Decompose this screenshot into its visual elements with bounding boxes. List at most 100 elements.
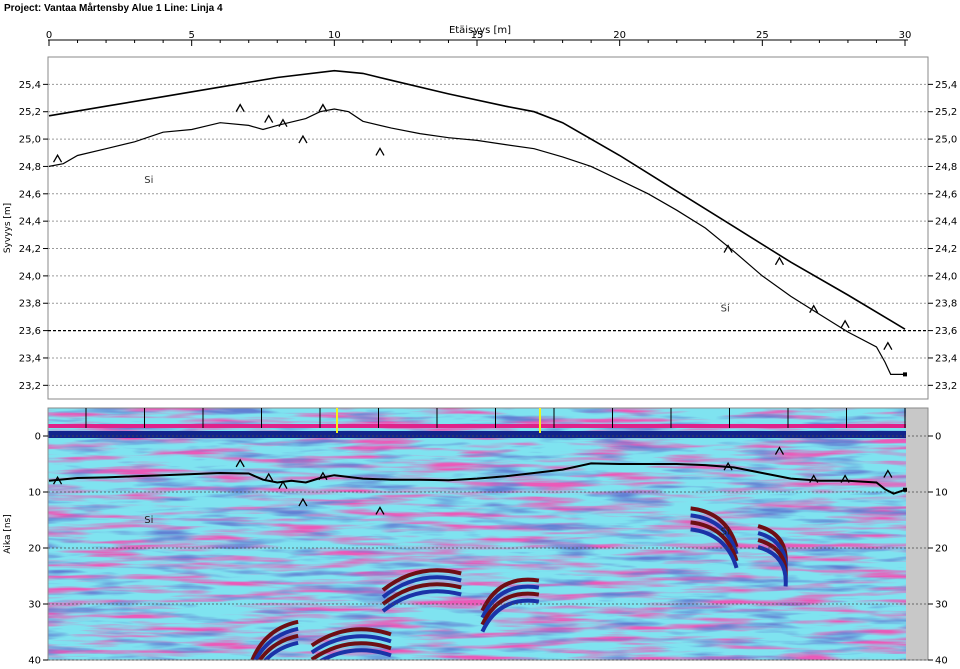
reflector-band: [690, 520, 739, 562]
caret-marker: [278, 118, 288, 127]
caret-marker: [318, 103, 328, 112]
reflector-band: [250, 626, 299, 660]
reflector-band: [690, 513, 739, 555]
y-tick-label-right: 24,2: [935, 244, 957, 255]
elevation-series: [48, 69, 907, 377]
y-tick-label: 24,8: [19, 162, 41, 173]
x-tick-label: 5: [188, 30, 194, 41]
y-tick-label: 25,2: [19, 107, 41, 118]
y-tick-label-right: 23,2: [935, 381, 957, 392]
y-tick-label-right: 25,0: [935, 135, 957, 146]
elevation-markers: [52, 103, 893, 350]
caret-marker: [298, 134, 308, 144]
reflector-band: [381, 589, 462, 613]
elevation-annotations: Si Si: [144, 175, 730, 315]
radargram-y-axis-label: Aika [ns]: [3, 514, 13, 554]
y-tick-label: 25,4: [19, 80, 41, 91]
x-tick-label: 0: [46, 30, 52, 41]
y-tick-label: 23,6: [19, 326, 41, 337]
x-tick-label: 30: [899, 30, 912, 41]
caret-marker: [298, 497, 308, 507]
elevation-y-axis-left: 25,4 25,2 25,0 24,8 24,6 24,4 24,2 24,0 23,8 23,6…: [19, 80, 48, 392]
caret-marker: [840, 319, 850, 329]
end-point-marker: [903, 487, 907, 492]
caret-marker: [375, 506, 385, 515]
y-tick-label-right: 0: [935, 432, 941, 443]
soil-annotation: Si: [144, 175, 153, 186]
y-tick-label: 10: [28, 488, 41, 499]
x-tick-label: 10: [328, 30, 341, 41]
project-title: Project: Vantaa Mårtensby Alue 1 Line: L…: [4, 3, 223, 14]
y-tick-label: 23,8: [19, 299, 41, 310]
reflector-band: [690, 506, 739, 548]
radargram-interpreted-line: [48, 462, 907, 495]
radargram-annotations: Si Si: [144, 515, 730, 538]
caret-marker: [278, 480, 288, 490]
reflector-band: [480, 591, 540, 626]
x-tick-label: 20: [613, 30, 626, 41]
y-tick-label: 20: [28, 544, 41, 555]
radargram-grid: [48, 435, 928, 661]
reflector-band: [250, 619, 299, 660]
reflector-band: [381, 582, 462, 606]
y-tick-label-right: 24,0: [935, 271, 957, 282]
y-tick-label-right: 24,6: [935, 189, 957, 200]
soil-annotation: Si: [721, 527, 730, 538]
soil-annotation: Si: [144, 515, 153, 526]
caret-marker: [883, 341, 893, 350]
y-tick-label-right: 10: [935, 488, 948, 499]
caret-marker: [809, 474, 819, 483]
reflector-band: [250, 633, 299, 660]
y-tick-label: 24,4: [19, 217, 41, 228]
y-tick-label: 23,2: [19, 381, 41, 392]
elevation-y-axis-right: 25,4 25,2 25,0 24,8 24,6 24,4 24,2 24,0 23,8 23,6…: [928, 80, 957, 392]
y-tick-label-right: 30: [935, 600, 948, 611]
caret-marker: [840, 474, 850, 483]
caret-marker: [264, 472, 274, 482]
y-tick-label-right: 23,4: [935, 353, 957, 364]
y-tick-label: 0: [35, 432, 41, 443]
caret-marker: [774, 256, 785, 266]
reflector-band: [757, 545, 788, 587]
end-point-marker: [903, 372, 907, 377]
caret-marker: [809, 304, 819, 314]
y-tick-label-right: 23,6: [935, 326, 957, 337]
reflector-band: [690, 527, 739, 569]
x-axis-top: Etäisyys [m] 0 5 10 15 20 25 30: [46, 25, 912, 46]
interpreted-boundary-line: [48, 462, 906, 495]
caret-marker: [235, 103, 245, 112]
caret-marker: [723, 461, 733, 471]
x-tick-label: 15: [471, 30, 484, 41]
radargram-image: [48, 408, 928, 660]
elevation-y-axis-label: Syvyys [m]: [3, 203, 13, 253]
y-tick-label-right: 24,4: [935, 217, 957, 228]
y-tick-label: 23,4: [19, 353, 41, 364]
y-tick-label-right: 25,4: [935, 80, 957, 91]
layer-boundary-line: [48, 108, 905, 375]
reflector-band: [480, 584, 540, 619]
x-axis-label: Etäisyys [m]: [449, 25, 511, 36]
radargram-markers: [52, 446, 893, 515]
y-tick-label-right: 20: [935, 544, 948, 555]
caret-marker: [883, 469, 893, 478]
elevation-plot-frame: [47, 56, 929, 400]
soil-annotation: Si: [721, 303, 730, 314]
reflector-band: [310, 627, 392, 648]
reflector-band: [310, 648, 392, 660]
reflector-band: [480, 598, 540, 633]
radargram-panel: 0 10 20 30 40 0 10 20 30 40 Aika [ns] Si Si: [3, 407, 948, 667]
y-tick-label: 24,2: [19, 244, 41, 255]
y-tick-label: 25,0: [19, 135, 41, 146]
caret-marker: [264, 114, 274, 123]
caret-marker: [774, 446, 785, 455]
y-tick-label-right: 23,8: [935, 299, 957, 310]
caret-marker: [235, 458, 245, 468]
caret-marker: [318, 471, 328, 481]
y-tick-label-right: 24,8: [935, 162, 957, 173]
caret-marker: [723, 244, 733, 253]
reflector-band: [310, 641, 392, 660]
reflector-band: [310, 634, 392, 655]
y-tick-label: 40: [28, 656, 41, 667]
radargram-y-axis-left: 0 10 20 30 40: [28, 432, 48, 667]
